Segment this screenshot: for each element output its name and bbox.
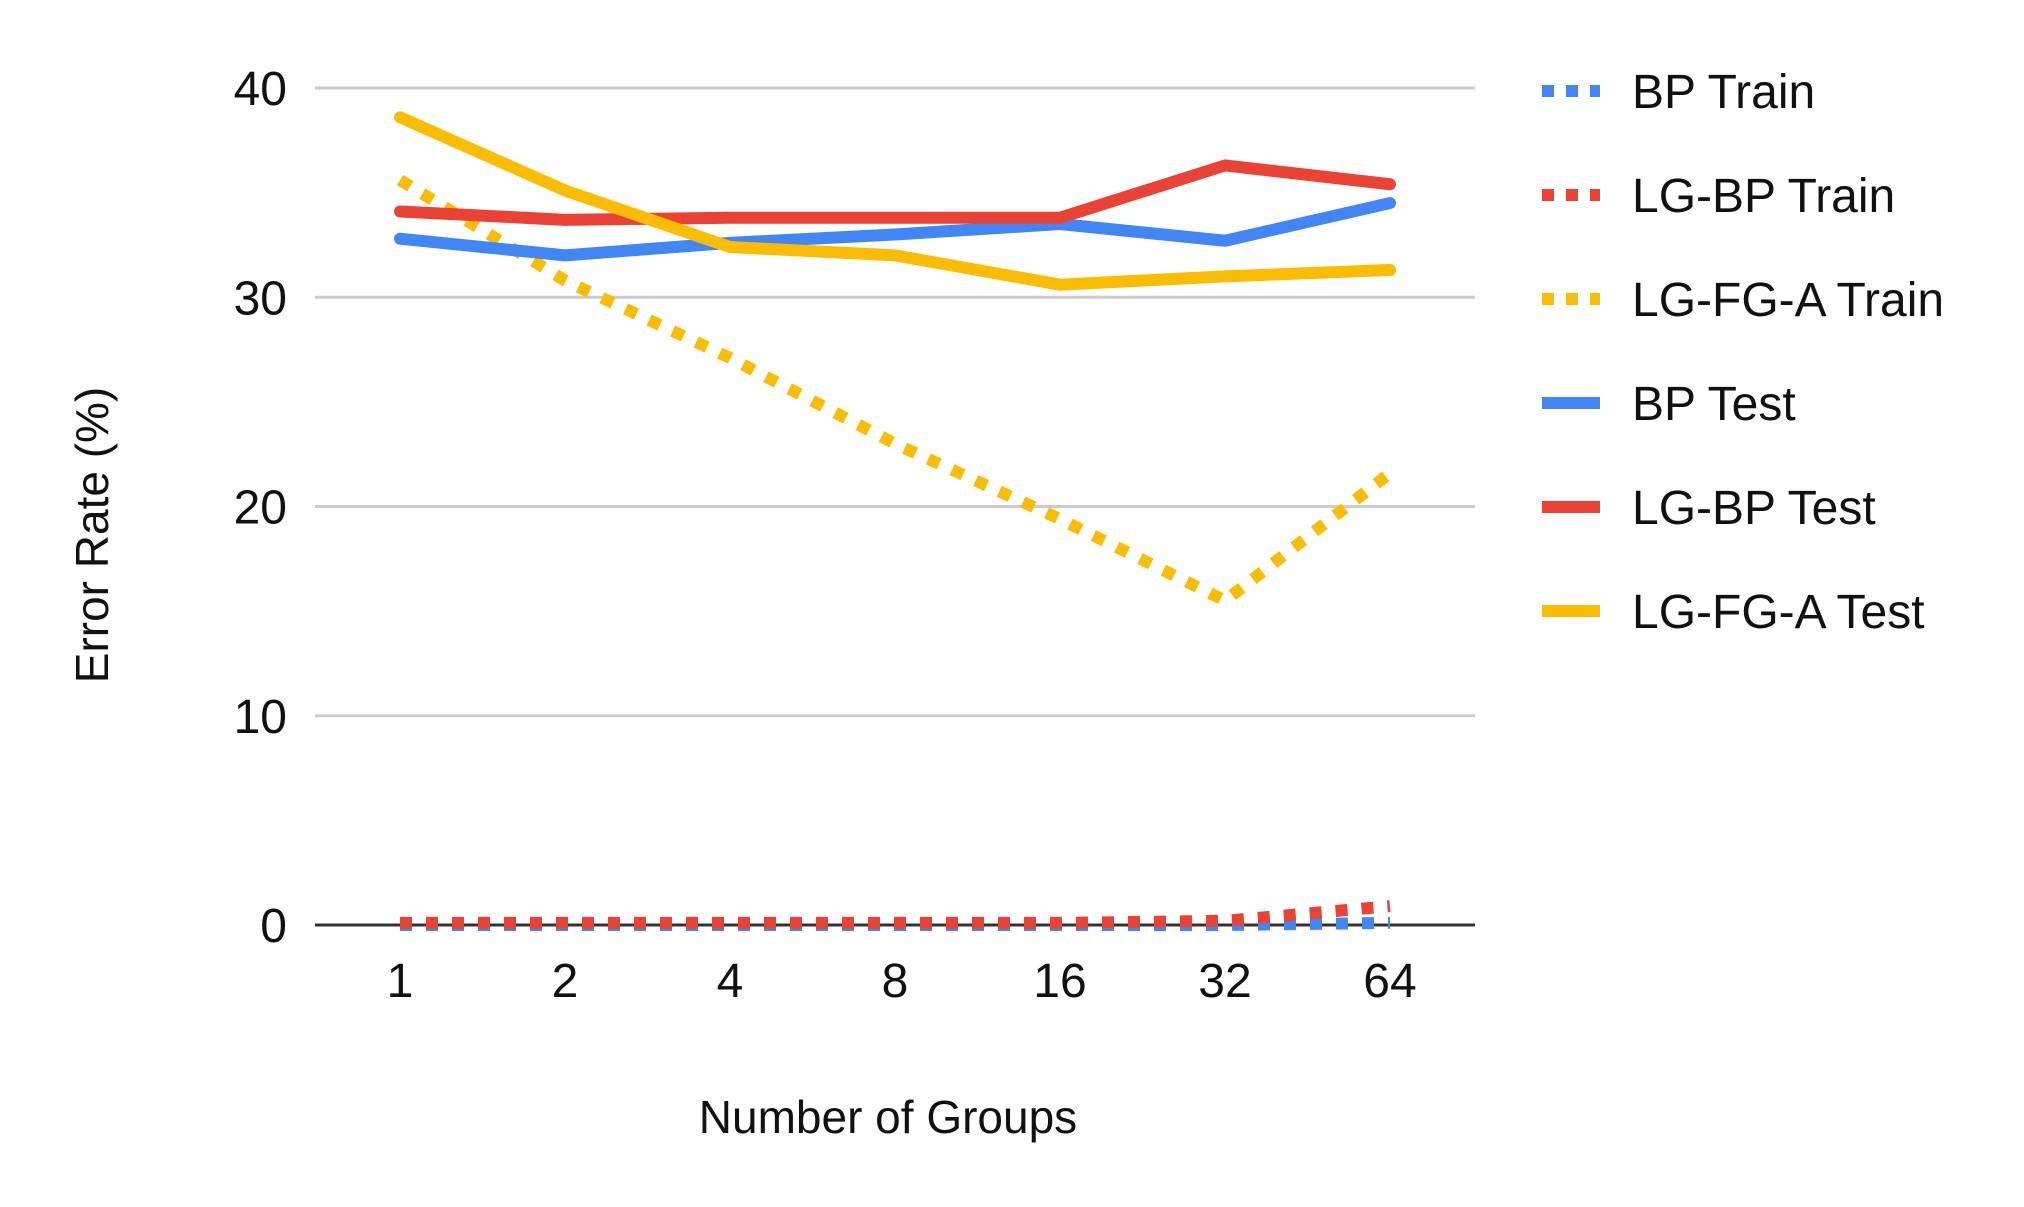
gridlines bbox=[315, 86, 1475, 718]
legend-label: BP Test bbox=[1632, 378, 1796, 431]
legend-label: LG-FG-A Test bbox=[1632, 586, 1925, 639]
y-tick-label: 10 bbox=[234, 691, 287, 744]
x-axis-title: Number of Groups bbox=[699, 1091, 1077, 1143]
y-tick-label: 30 bbox=[234, 272, 287, 325]
series-line-lg-fg-a-test bbox=[394, 111, 1396, 291]
y-tick-label: 20 bbox=[234, 482, 287, 535]
legend-label: LG-BP Test bbox=[1632, 482, 1876, 535]
x-tick-label: 8 bbox=[882, 955, 909, 1008]
x-tick-label: 32 bbox=[1198, 955, 1251, 1008]
series-lines bbox=[394, 111, 1396, 931]
y-tick-label: 0 bbox=[260, 900, 287, 953]
x-tick-label: 1 bbox=[387, 955, 414, 1008]
axes: 0 10 20 30 40 1 2 4 8 16 32 64 bbox=[234, 63, 1475, 1008]
y-axis-title: Error Rate (%) bbox=[66, 387, 118, 683]
series-line-bp-test bbox=[394, 197, 1396, 262]
series-line-lg-bp-train bbox=[400, 900, 1391, 929]
x-tick-label: 4 bbox=[717, 955, 744, 1008]
x-tick-label: 16 bbox=[1033, 955, 1086, 1008]
legend-label: LG-BP Train bbox=[1632, 170, 1895, 223]
series-line-lg-bp-test bbox=[394, 159, 1396, 226]
x-tick-label: 2 bbox=[552, 955, 579, 1008]
series-line-lg-fg-a-train bbox=[396, 174, 1394, 607]
legend-label: LG-FG-A Train bbox=[1632, 274, 1944, 327]
y-tick-label: 40 bbox=[234, 63, 287, 116]
legend: BP Train LG-BP Train LG-FG-A Train BP Test L… bbox=[1542, 66, 1944, 639]
x-tick-label: 64 bbox=[1363, 955, 1416, 1008]
legend-label: BP Train bbox=[1632, 66, 1815, 119]
